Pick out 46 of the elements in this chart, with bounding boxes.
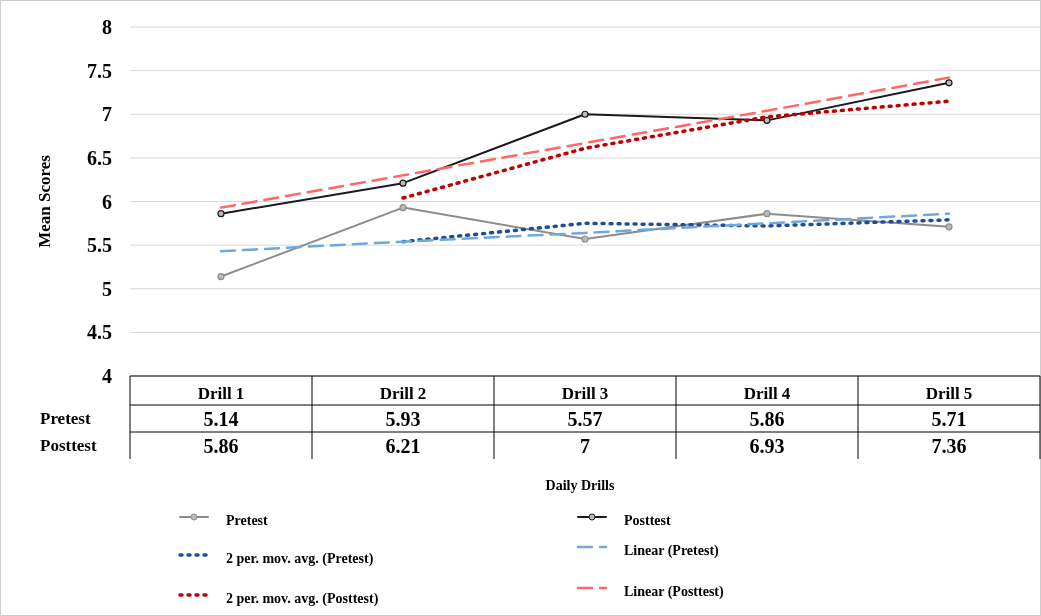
point — [581, 235, 589, 243]
x-tick-label: Drill 5 — [925, 383, 973, 403]
data-label: 5.14 — [203, 407, 239, 430]
y-axis-title: Mean Scores — [35, 154, 54, 248]
data-label: 5.86 — [749, 407, 785, 430]
data-label: 6.93 — [749, 434, 785, 457]
x-tick-label: Drill 2 — [379, 383, 427, 403]
line-series — [219, 212, 951, 253]
point — [217, 210, 225, 218]
point — [945, 223, 953, 231]
data-label: 5.57 — [567, 407, 603, 430]
legend-label: Linear (Posttest) — [624, 583, 724, 600]
y-tick-label: 6.5 — [87, 146, 112, 169]
y-tick-label: 8 — [102, 16, 112, 38]
y-tick-label: 6 — [102, 190, 112, 213]
point — [581, 110, 589, 118]
legend-label: 2 per. mov. avg. (Pretest) — [226, 550, 374, 567]
point — [217, 272, 225, 281]
y-tick-label: 4 — [102, 365, 112, 387]
data-label: 6.21 — [385, 434, 421, 457]
point — [399, 204, 407, 212]
x-tick-label: Drill 3 — [561, 383, 609, 403]
data-label: 5.71 — [931, 407, 967, 430]
text: Daily Drills — [545, 478, 615, 493]
y-tick-label: 4.5 — [87, 321, 112, 344]
legend-label: Posttest — [624, 512, 671, 528]
legend-label: 2 per. mov. avg. (Posttest) — [226, 590, 379, 607]
text: Pretest — [40, 409, 91, 429]
data-label: 7.36 — [931, 434, 967, 457]
data-label: 5.86 — [203, 434, 239, 457]
legend-label: Linear (Pretest) — [624, 542, 720, 559]
legend-label: Pretest — [226, 512, 269, 528]
point — [763, 210, 771, 218]
y-tick-label: 5.5 — [87, 234, 112, 257]
data-label: 5.93 — [385, 407, 421, 430]
x-tick-label: Drill 1 — [197, 383, 245, 403]
data-label: 7 — [580, 434, 590, 457]
y-tick-label: 7.5 — [87, 59, 112, 82]
y-tick-label: 7 — [102, 103, 112, 126]
x-tick-label: Drill 4 — [743, 383, 791, 403]
text: Posttest — [40, 436, 97, 456]
y-tick-label: 5 — [102, 277, 112, 300]
point — [945, 79, 953, 87]
point — [399, 179, 407, 187]
point — [763, 116, 771, 124]
line-series — [401, 99, 951, 200]
